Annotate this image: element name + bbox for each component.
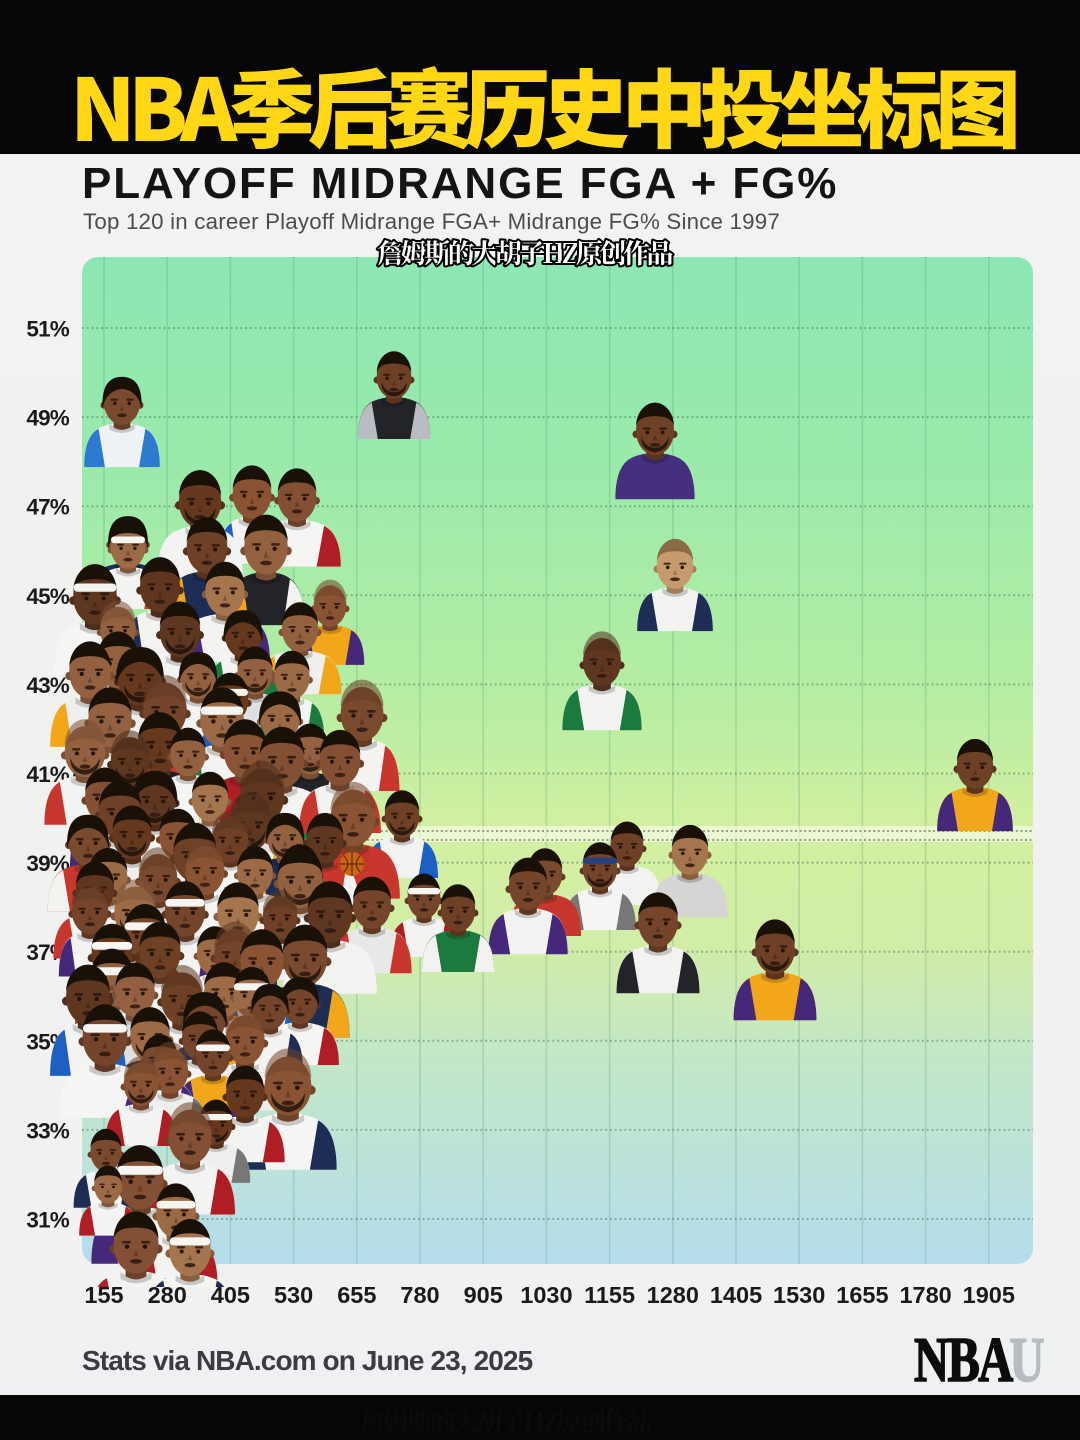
svg-text:47%: 47% bbox=[26, 495, 69, 520]
svg-text:1530: 1530 bbox=[773, 1282, 825, 1308]
svg-text:530: 530 bbox=[274, 1282, 313, 1308]
svg-text:655: 655 bbox=[337, 1282, 376, 1308]
svg-text:45%: 45% bbox=[26, 584, 69, 609]
svg-text:51%: 51% bbox=[26, 317, 69, 342]
svg-text:43%: 43% bbox=[26, 673, 69, 698]
svg-text:1280: 1280 bbox=[647, 1282, 699, 1308]
svg-text:49%: 49% bbox=[26, 406, 69, 431]
svg-text:1655: 1655 bbox=[836, 1282, 888, 1308]
svg-text:Top 120 in career Playoff Midr: Top 120 in career Playoff Midrange FGA+ … bbox=[83, 209, 780, 234]
svg-text:1905: 1905 bbox=[963, 1282, 1015, 1308]
svg-text:33%: 33% bbox=[26, 1118, 69, 1143]
svg-text:1405: 1405 bbox=[710, 1282, 762, 1308]
svg-text:780: 780 bbox=[400, 1282, 439, 1308]
svg-text:Stats via NBA.com on June 23,: Stats via NBA.com on June 23, 2025 bbox=[82, 1345, 533, 1376]
svg-text:U: U bbox=[1009, 1326, 1044, 1395]
svg-text:1780: 1780 bbox=[899, 1282, 951, 1308]
svg-text:31%: 31% bbox=[26, 1208, 69, 1233]
svg-text:905: 905 bbox=[464, 1282, 503, 1308]
svg-text:1155: 1155 bbox=[584, 1282, 635, 1308]
svg-text:155: 155 bbox=[84, 1282, 123, 1308]
svg-text:280: 280 bbox=[148, 1282, 187, 1308]
svg-text:405: 405 bbox=[211, 1282, 250, 1308]
svg-text:PLAYOFF MIDRANGE FGA + FG%: PLAYOFF MIDRANGE FGA + FG% bbox=[82, 159, 838, 208]
svg-text:NBA: NBA bbox=[914, 1326, 1014, 1395]
svg-text:1030: 1030 bbox=[520, 1282, 572, 1308]
